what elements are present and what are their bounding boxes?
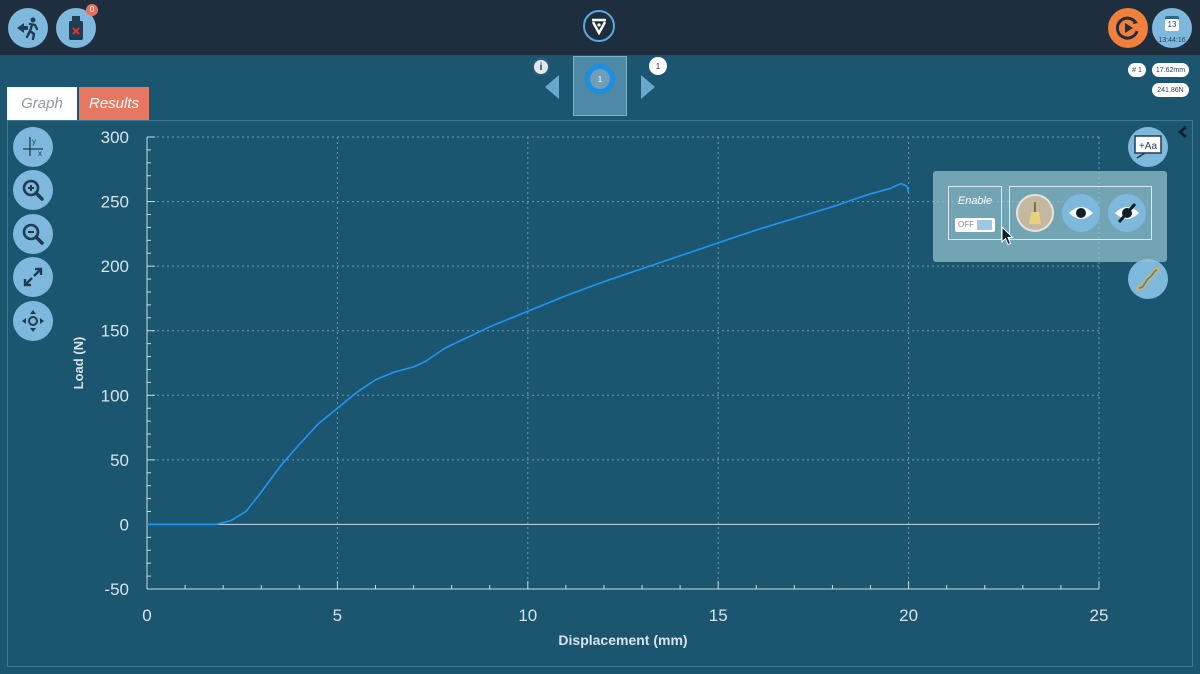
previous-arrow-icon[interactable] — [545, 75, 559, 99]
svg-text:y: y — [32, 137, 36, 146]
readout-index: # 1 — [1128, 63, 1146, 77]
specimen-ring-icon: 1 — [585, 64, 615, 94]
mouse-cursor-icon — [1001, 226, 1014, 246]
axes-toggle-icon: y x — [23, 137, 43, 158]
calendar-day: 13 — [1165, 19, 1179, 31]
calendar-clock-button[interactable]: 13 13:44:16 — [1152, 8, 1192, 48]
hide-button[interactable] — [1108, 194, 1146, 232]
pan-move-button[interactable] — [13, 301, 53, 341]
info-icon[interactable]: i — [532, 58, 550, 76]
readout-load: 241.86N — [1152, 83, 1189, 97]
run-test-button[interactable] — [1108, 8, 1148, 48]
marker-popup-panel: Enable OFF — [933, 171, 1167, 262]
enable-label: Enable — [957, 195, 993, 207]
add-annotation-button[interactable]: +Aa — [1128, 127, 1168, 167]
next-arrow-icon[interactable] — [641, 75, 655, 99]
top-toolbar: 0 13 13:44:16 — [0, 0, 1200, 55]
test-thumbnail[interactable]: 1 — [573, 56, 627, 116]
curve-fit-button[interactable] — [1128, 259, 1168, 299]
app-logo[interactable] — [583, 10, 615, 42]
axes-toggle-button[interactable]: y x — [13, 127, 53, 167]
calendar-icon — [1165, 16, 1179, 20]
toggle-label: OFF — [958, 220, 974, 229]
zoom-in-button[interactable] — [13, 170, 53, 210]
enable-toggle[interactable]: OFF — [955, 218, 995, 232]
brush-button[interactable] — [1016, 194, 1054, 232]
tab-results[interactable]: Results — [79, 87, 149, 120]
curve-fit-icon — [1136, 267, 1160, 291]
hide-eye-icon — [1115, 203, 1139, 223]
fit-expand-icon — [23, 267, 43, 287]
plot-frame — [7, 120, 1193, 667]
svg-text:+Aa: +Aa — [1139, 141, 1158, 152]
marker-options — [1009, 186, 1152, 240]
show-button[interactable] — [1062, 194, 1100, 232]
zoom-out-button[interactable] — [13, 214, 53, 254]
add-annotation-icon: +Aa — [1134, 135, 1162, 159]
v-logo-icon — [591, 18, 607, 35]
tab-graph[interactable]: Graph — [7, 87, 77, 120]
zoom-out-icon — [22, 223, 44, 245]
run-test-icon — [1115, 16, 1139, 40]
brush-icon — [1029, 202, 1041, 224]
usb-device-button[interactable]: 0 — [56, 4, 98, 48]
collapse-panel-icon[interactable] — [1178, 126, 1188, 138]
exit-run-icon — [17, 17, 39, 40]
usb-badge: 0 — [86, 4, 98, 16]
pan-move-icon — [22, 310, 44, 332]
zoom-in-icon — [22, 179, 44, 201]
exit-button[interactable] — [8, 8, 48, 48]
enable-section: Enable OFF — [948, 186, 1002, 240]
thumbnail-label: 1 — [597, 74, 603, 84]
fit-expand-button[interactable] — [13, 257, 53, 297]
test-count-badge: 1 — [649, 57, 667, 75]
toggle-knob — [977, 220, 992, 230]
usb-device-icon — [69, 16, 83, 40]
show-eye-icon — [1069, 207, 1093, 219]
svg-text:x: x — [38, 149, 42, 158]
readout-displacement: 17.62mm — [1152, 63, 1189, 77]
clock-time: 13:44:16 — [1158, 37, 1186, 44]
